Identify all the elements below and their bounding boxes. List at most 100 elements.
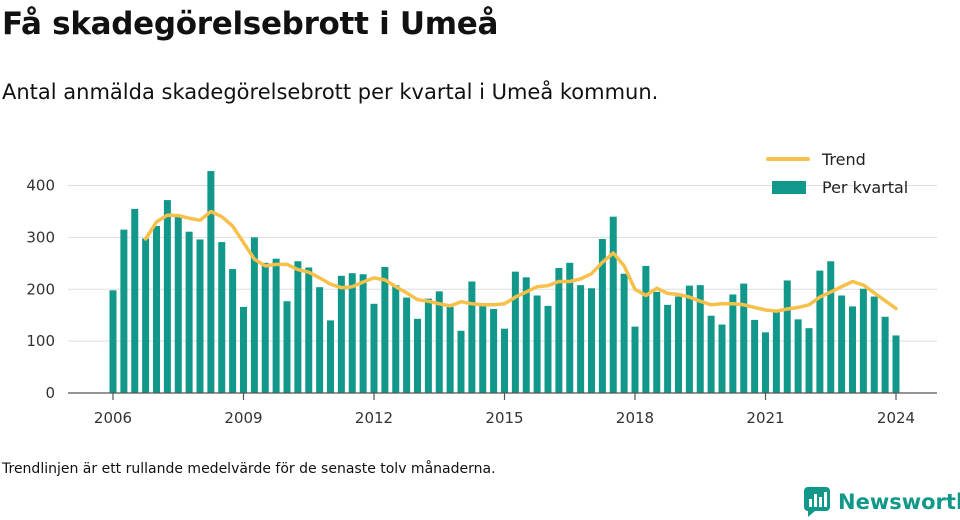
bar — [555, 268, 563, 393]
bar — [207, 171, 215, 393]
bar — [740, 283, 748, 393]
bar — [664, 304, 672, 393]
bar — [392, 285, 400, 393]
x-tick-label: 2009 — [224, 409, 262, 427]
bar — [120, 229, 128, 393]
bar — [631, 326, 639, 393]
bar — [522, 277, 530, 393]
chart-title: Få skadegörelsebrott i Umeå — [2, 6, 499, 42]
x-tick-label: 2012 — [355, 409, 393, 427]
bar — [805, 328, 813, 393]
bar — [598, 238, 606, 393]
bar — [435, 291, 443, 393]
legend-bar-swatch — [772, 181, 806, 194]
y-tick-label: 100 — [26, 332, 55, 350]
bar — [588, 288, 595, 393]
bar — [609, 216, 617, 393]
axes: 0 100 200 300 400 2006 2009 2012 2015 2018 2021 202… — [26, 177, 937, 427]
bar — [577, 285, 585, 393]
bar-line-chart: 0 100 200 300 400 2006 2009 2012 2015 2018 2021 202… — [26, 150, 937, 427]
bar — [533, 295, 541, 393]
bar — [707, 315, 715, 393]
trend-line — [143, 209, 898, 313]
bar — [131, 208, 139, 393]
bar — [881, 316, 889, 393]
bar — [620, 273, 628, 393]
bar — [675, 296, 682, 393]
bar — [729, 294, 737, 393]
bar — [163, 200, 171, 393]
bar — [859, 288, 867, 393]
bar — [414, 318, 421, 393]
bar — [337, 275, 345, 393]
bar — [892, 335, 900, 393]
x-tick-label: 2024 — [877, 409, 915, 427]
bar — [185, 231, 193, 393]
bar — [838, 295, 846, 393]
legend-trend-label: Trend — [821, 150, 866, 169]
bar — [142, 238, 150, 393]
bar — [283, 301, 291, 393]
bar — [762, 332, 769, 393]
bar — [566, 262, 574, 393]
bar — [468, 281, 476, 393]
legend: Trend Per kvartal — [766, 150, 908, 197]
bar — [174, 216, 182, 393]
bar-series — [109, 171, 900, 393]
bar — [250, 237, 258, 393]
y-tick-label: 0 — [45, 384, 55, 402]
bar — [511, 271, 519, 393]
bar — [457, 330, 465, 393]
y-tick-label: 200 — [26, 280, 55, 298]
bar — [109, 290, 117, 393]
bar — [751, 319, 759, 393]
bar — [816, 270, 824, 393]
x-tick-label: 2015 — [485, 409, 523, 427]
bar — [153, 226, 160, 393]
bar — [240, 306, 247, 393]
bar — [501, 328, 508, 393]
brand-name: Newsworthy — [838, 490, 960, 514]
bar — [783, 280, 791, 393]
bar — [359, 274, 367, 393]
bar — [718, 324, 726, 393]
bar — [196, 239, 204, 393]
legend-bar-label: Per kvartal — [822, 178, 908, 197]
bar — [446, 306, 454, 393]
bar — [490, 308, 498, 393]
bar — [327, 320, 334, 393]
bar — [403, 297, 411, 393]
x-tick-label: 2006 — [94, 409, 132, 427]
bar — [653, 291, 661, 393]
bar — [544, 305, 552, 393]
y-tick-label: 300 — [26, 228, 55, 246]
bar — [424, 298, 432, 393]
bar — [685, 285, 693, 393]
bar — [849, 306, 856, 393]
bar — [696, 285, 704, 393]
bar — [348, 273, 356, 393]
bar — [316, 287, 324, 393]
chart-subtitle: Antal anmälda skadegörelsebrott per kvar… — [2, 80, 659, 104]
bar — [870, 296, 878, 393]
bar — [294, 261, 302, 393]
bar — [370, 303, 378, 393]
bar — [305, 267, 313, 393]
x-tick-label: 2018 — [616, 409, 654, 427]
bar — [381, 266, 389, 393]
x-tick-label: 2021 — [746, 409, 784, 427]
bar — [772, 309, 780, 393]
bar — [272, 258, 280, 393]
bar — [479, 303, 487, 393]
y-tick-label: 400 — [26, 177, 55, 195]
bar — [642, 265, 650, 393]
bar — [827, 261, 835, 393]
chart-bubble-icon — [804, 487, 830, 517]
bar — [261, 262, 269, 393]
bar — [229, 269, 237, 393]
bar — [218, 242, 226, 393]
bar — [794, 319, 802, 393]
trend-series — [143, 209, 898, 313]
footnote: Trendlinjen är ett rullande medelvärde f… — [2, 461, 496, 477]
newsworthy-logo: Newsworthy — [804, 487, 960, 517]
